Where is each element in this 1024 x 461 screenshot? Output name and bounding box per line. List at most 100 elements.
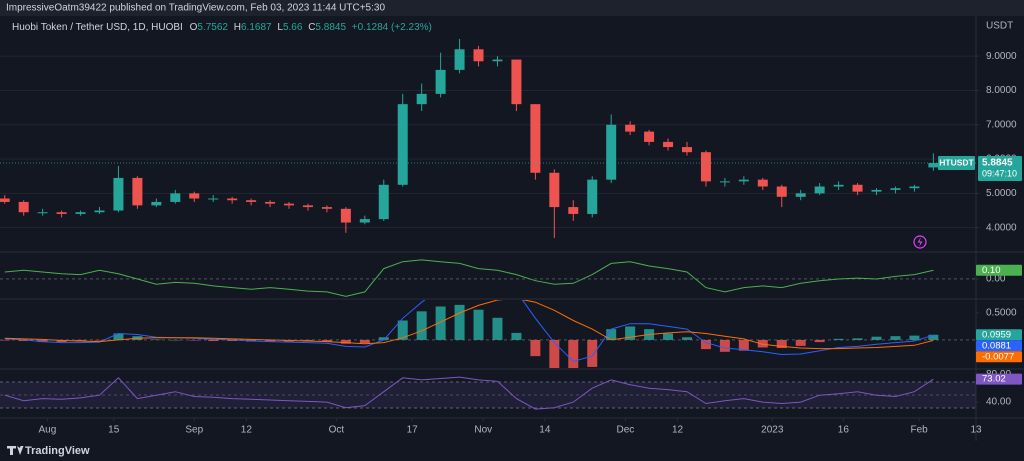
x-tick-label: Sep (185, 425, 203, 436)
x-tick-label: 16 (838, 425, 850, 436)
macd-histogram-bar (113, 333, 124, 340)
x-tick-label: Nov (474, 425, 492, 436)
macd-histogram-bar (757, 339, 768, 348)
candle-body (18, 201, 29, 213)
candle-body (151, 201, 162, 206)
macd-histogram-bar (681, 337, 692, 340)
alert-icon[interactable] (913, 235, 927, 249)
legend-c: C (308, 22, 315, 33)
pane-2 (0, 300, 939, 368)
candle-body (587, 179, 598, 214)
price-tag-symbol: HTUSDT (939, 157, 974, 167)
candle-body (492, 59, 503, 62)
price-tag-countdown: 09:47:10 (982, 168, 1017, 178)
header-bar (0, 0, 1024, 16)
value-box-label: 73.02 (982, 374, 1006, 385)
macd-histogram-bar (606, 329, 617, 340)
candle-body (265, 201, 276, 204)
macd-histogram-bar (208, 339, 219, 342)
alert-circle[interactable] (913, 235, 927, 249)
header-text: ImpressiveOatm39422 published on Trading… (6, 3, 385, 14)
macd-histogram-bar (359, 339, 370, 344)
currency-label: USDT (986, 21, 1013, 32)
x-tick-label: 15 (108, 425, 120, 436)
candle-body (56, 212, 67, 214)
macd-histogram-bar (663, 333, 674, 340)
candle-body (700, 152, 711, 182)
macd-histogram-bar (37, 339, 48, 343)
candle-body (719, 181, 730, 183)
candle-body (94, 210, 105, 213)
pane-0 (0, 38, 939, 238)
x-tick-label: Dec (616, 425, 634, 436)
candle-body (833, 184, 844, 187)
candle-body (227, 198, 238, 201)
legend-low: 5.66 (283, 22, 303, 33)
candle-body (549, 172, 560, 208)
candle-body (681, 147, 692, 153)
candle-body (321, 207, 332, 209)
macd-histogram-bar (549, 339, 560, 368)
candle-body (928, 163, 939, 168)
candle-body (132, 177, 143, 206)
legend-symbol: Huobi Token / Tether USD, 1D, HUOBI (12, 22, 183, 33)
legend-l: L (277, 22, 283, 33)
candle-body (625, 124, 636, 132)
candle-body (606, 124, 617, 180)
candle-body (644, 131, 655, 142)
macd-histogram-bar (795, 339, 806, 346)
footer-brand[interactable]: TradingView (25, 445, 90, 457)
y-tick-label: 5.0000 (986, 188, 1017, 199)
macd-histogram-bar (625, 326, 636, 340)
x-tick-label: Oct (329, 425, 345, 436)
y-tick-label: 4.0000 (986, 222, 1017, 233)
candle-body (340, 208, 351, 223)
value-box (976, 340, 1022, 352)
value-box (976, 329, 1022, 341)
x-tick-label: 13 (970, 425, 982, 436)
indicator-line (4, 259, 934, 297)
macd-histogram-bar (700, 339, 711, 350)
macd-histogram-bar (511, 332, 522, 340)
y-tick-label: 40.00 (986, 397, 1011, 408)
macd-histogram-bar (416, 311, 427, 340)
candle-body (170, 193, 181, 202)
y-tick-label: 0.5000 (986, 308, 1017, 319)
value-box-label: 0.0881 (982, 340, 1011, 351)
candle-body (454, 49, 465, 70)
macd-histogram-bar (890, 336, 901, 340)
footer-logo[interactable]: TradingView (7, 445, 90, 457)
logo-mark[interactable] (7, 446, 24, 455)
x-tick-label: 14 (539, 425, 551, 436)
macd-histogram-bar (18, 339, 29, 342)
legend: Huobi Token / Tether USD, 1D, HUOBI O5.7… (12, 22, 432, 33)
pane-3 (4, 376, 934, 410)
candle-body (852, 184, 863, 192)
candle-body (189, 193, 200, 199)
y-tick-label: 9.0000 (986, 51, 1017, 62)
legend-change: +0.1284 (+2.23%) (352, 22, 432, 33)
x-tick-label: 17 (407, 425, 419, 436)
candle-body (890, 188, 901, 190)
macd-histogram-bar (738, 339, 749, 351)
value-box-label: -0.0077 (982, 351, 1014, 362)
macd-histogram-bar (719, 339, 730, 352)
candle-body (814, 186, 825, 194)
macd-histogram-bar (871, 336, 882, 340)
legend-close: 5.8845 (315, 22, 346, 33)
candle-body (302, 205, 313, 208)
x-tick-label: 12 (672, 425, 684, 436)
macd-histogram-bar (530, 339, 541, 357)
alert-bolt[interactable] (917, 237, 923, 247)
candle-body (795, 193, 806, 197)
pane-1 (4, 259, 934, 297)
candle-body (113, 177, 124, 211)
x-tick-label: 2023 (761, 425, 784, 436)
macd-histogram-bar (568, 339, 579, 368)
x-tick-label: 12 (241, 425, 253, 436)
y-tick-label: 0.00 (986, 274, 1006, 285)
macd-histogram-bar (776, 339, 787, 349)
macd-histogram-bar (227, 339, 238, 342)
price-tag-box (978, 156, 1022, 182)
